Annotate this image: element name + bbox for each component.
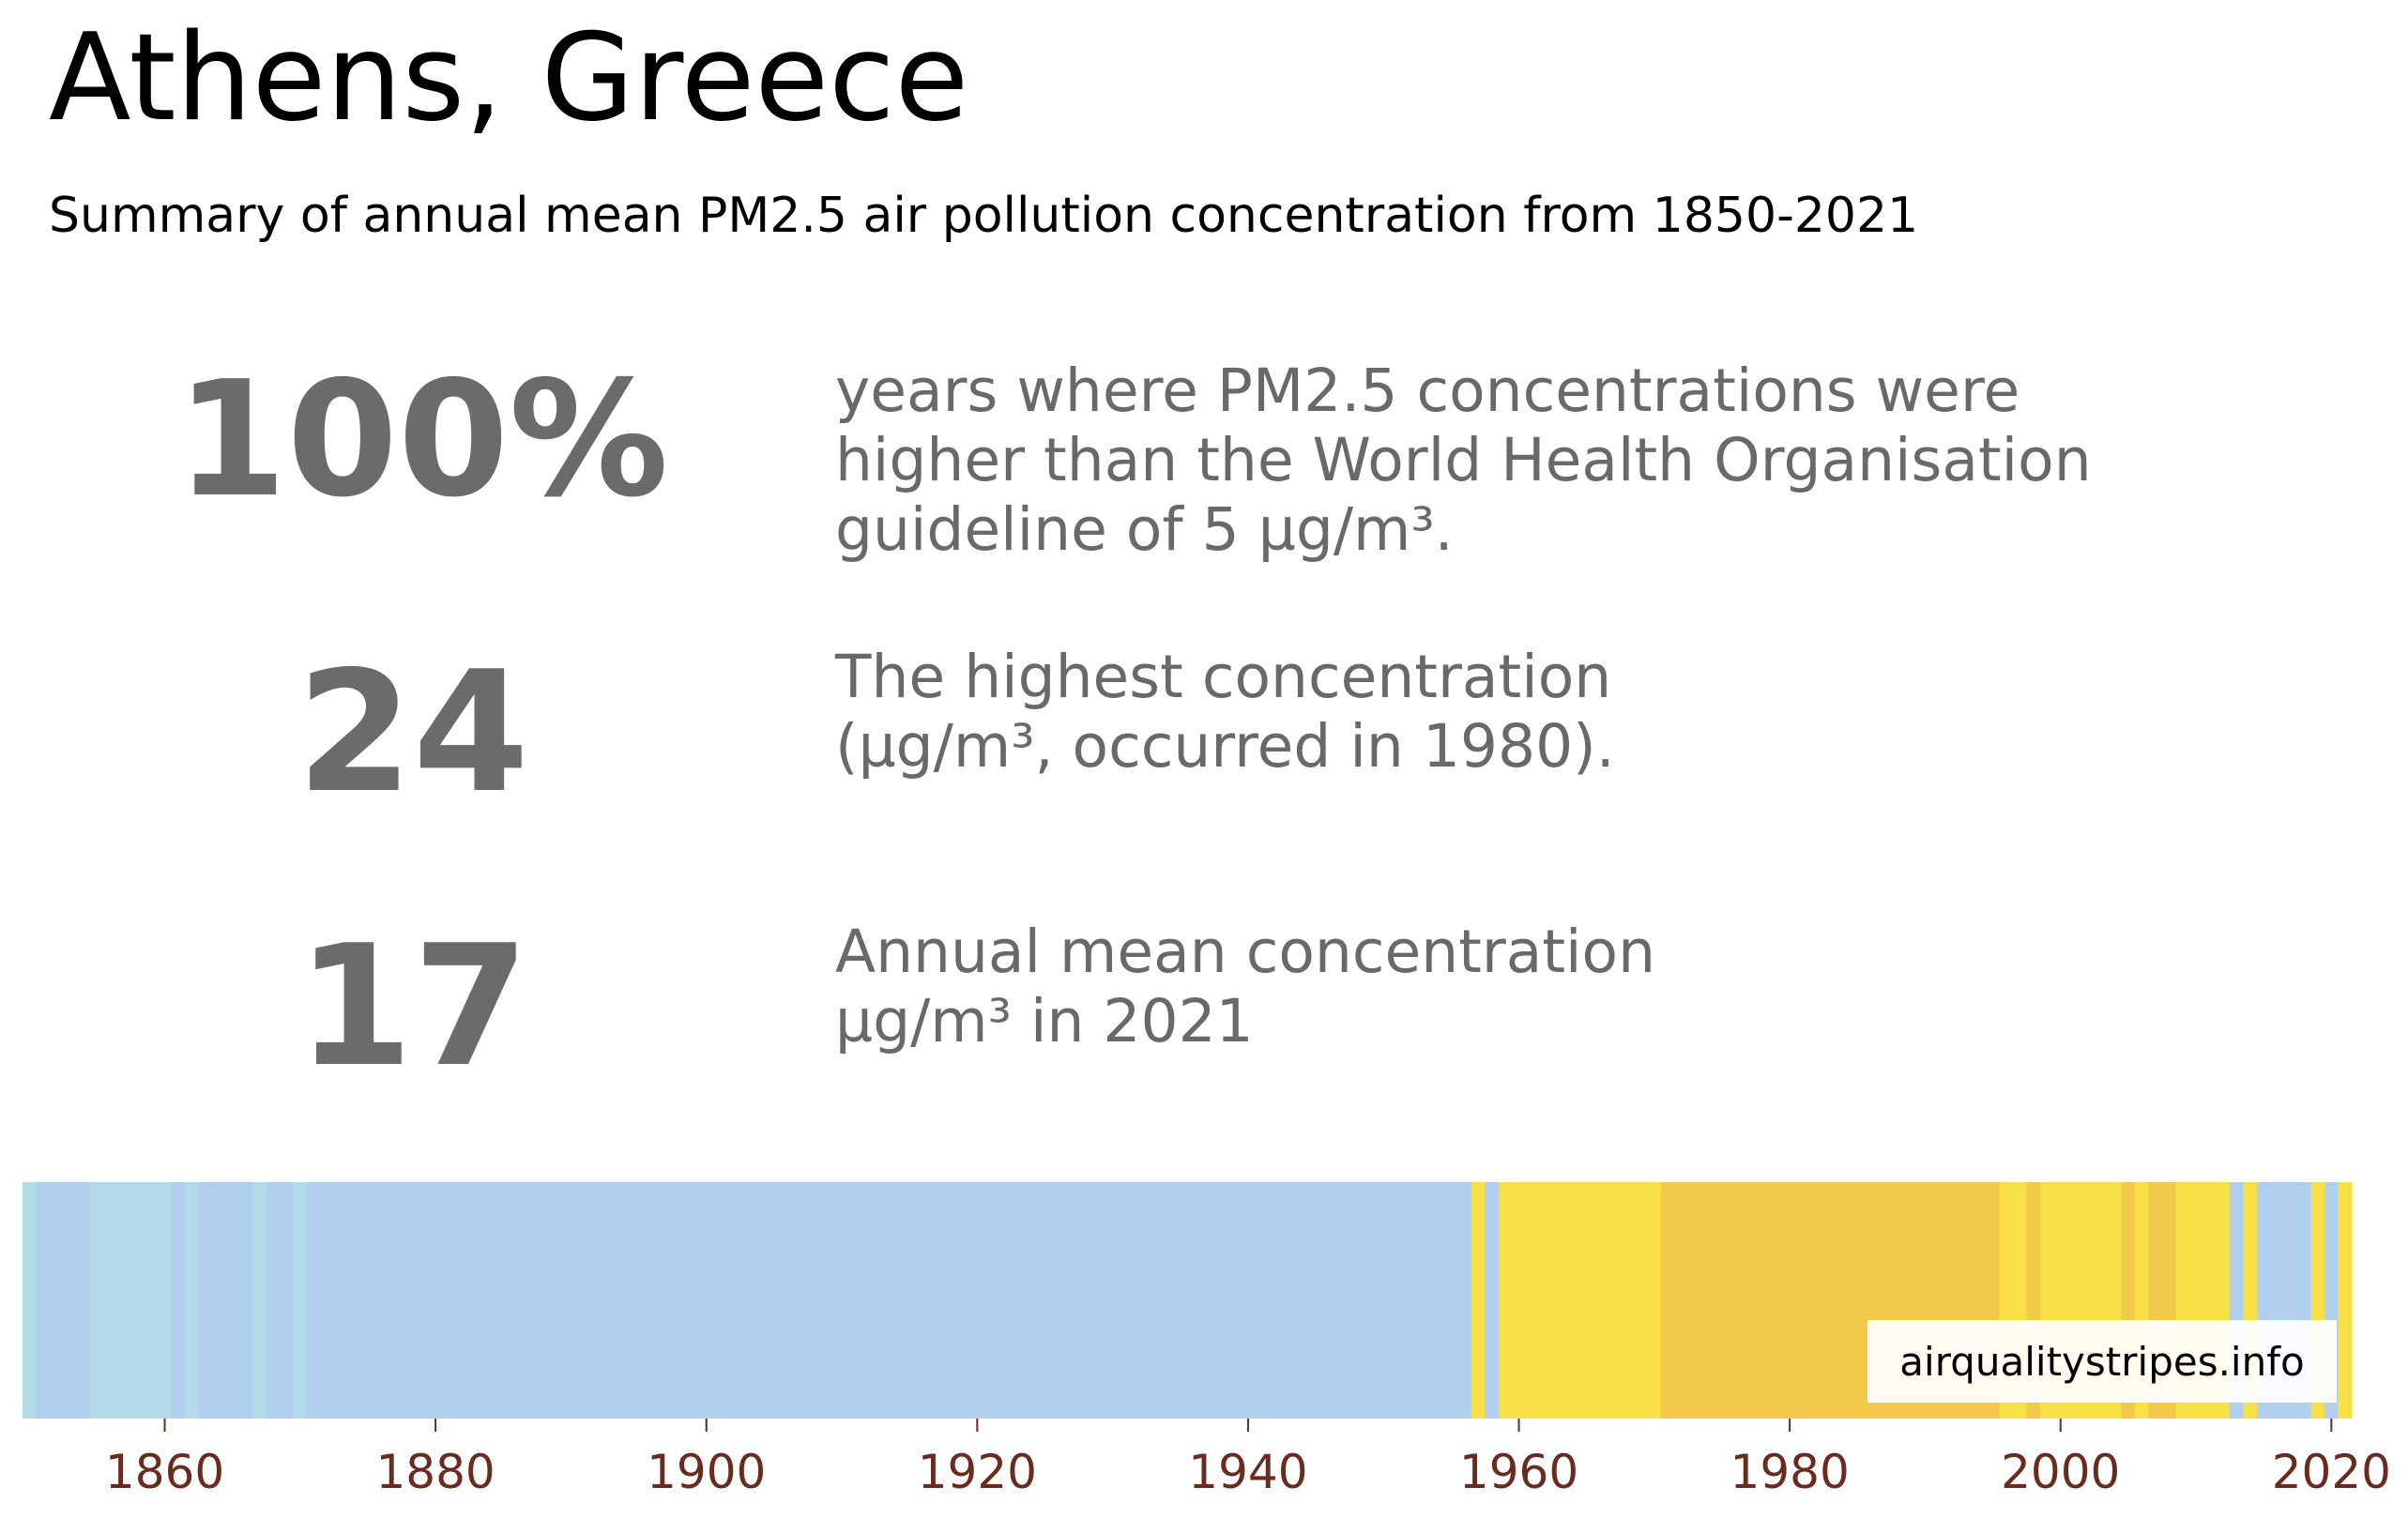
stripe-1863-1866 bbox=[198, 1182, 253, 1419]
ticks-group: 1860 1880 1900 1920 1940 1960 1980 2000 2020 bbox=[105, 1419, 2391, 1499]
stripe-1861-1861 bbox=[171, 1182, 186, 1419]
stripe-1957-1957 bbox=[1471, 1182, 1486, 1419]
stripe-1855-1860 bbox=[90, 1182, 173, 1419]
stat-highest-value: 24 bbox=[297, 635, 529, 829]
stripe-1851-1854 bbox=[36, 1182, 91, 1419]
stripe-1867-1867 bbox=[252, 1182, 267, 1419]
x-tick-label: 2000 bbox=[2001, 1445, 2120, 1499]
x-tick-label: 1960 bbox=[1459, 1445, 1578, 1499]
x-tick-label: 1920 bbox=[918, 1445, 1037, 1499]
stripe-1871-1956 bbox=[307, 1182, 1472, 1419]
stat-percent-line-3: guideline of 5 µg/m³. bbox=[835, 495, 1454, 564]
x-tick-label: 1900 bbox=[647, 1445, 766, 1499]
page-subtitle: Summary of annual mean PM2.5 air polluti… bbox=[49, 188, 1919, 244]
stripe-1958-1958 bbox=[1485, 1182, 1500, 1419]
stat-highest-description: The highest concentration (µg/m³, occurr… bbox=[835, 643, 2374, 782]
stat-mean-value: 17 bbox=[297, 909, 529, 1103]
stat-mean-description: Annual mean concentration µg/m³ in 2021 bbox=[835, 918, 2374, 1056]
x-tick-label: 1860 bbox=[105, 1445, 224, 1499]
stripe-1959-1970 bbox=[1498, 1182, 1662, 1419]
stripe-1850-1850 bbox=[23, 1182, 38, 1419]
x-tick-label: 1880 bbox=[375, 1445, 495, 1499]
x-tick-label: 2020 bbox=[2272, 1445, 2391, 1499]
stat-percent-line-1: years where PM2.5 concentrations were bbox=[835, 357, 2020, 425]
stat-mean-line-2: µg/m³ in 2021 bbox=[835, 987, 1254, 1055]
stat-percent-value: 100% bbox=[175, 347, 669, 533]
stat-mean-line-1: Annual mean concentration bbox=[835, 918, 1656, 986]
x-tick-label: 1940 bbox=[1188, 1445, 1307, 1499]
stripe-1870-1870 bbox=[293, 1182, 308, 1419]
page-title: Athens, Greece bbox=[49, 8, 969, 148]
watermark-label: airqualitystripes.info bbox=[1867, 1320, 2337, 1403]
stripe-2021-2021 bbox=[2338, 1182, 2353, 1419]
stripe-1862-1862 bbox=[185, 1182, 200, 1419]
stat-highest-line-2: (µg/m³, occurred in 1980). bbox=[835, 712, 1615, 781]
stat-highest-line-1: The highest concentration bbox=[835, 643, 1612, 711]
stat-percent-line-2: higher than the World Health Organisatio… bbox=[835, 426, 2092, 494]
x-tick-label: 1980 bbox=[1730, 1445, 1850, 1499]
stripe-1868-1869 bbox=[266, 1182, 295, 1419]
stat-percent-description: years where PM2.5 concentrations were hi… bbox=[835, 357, 2374, 565]
